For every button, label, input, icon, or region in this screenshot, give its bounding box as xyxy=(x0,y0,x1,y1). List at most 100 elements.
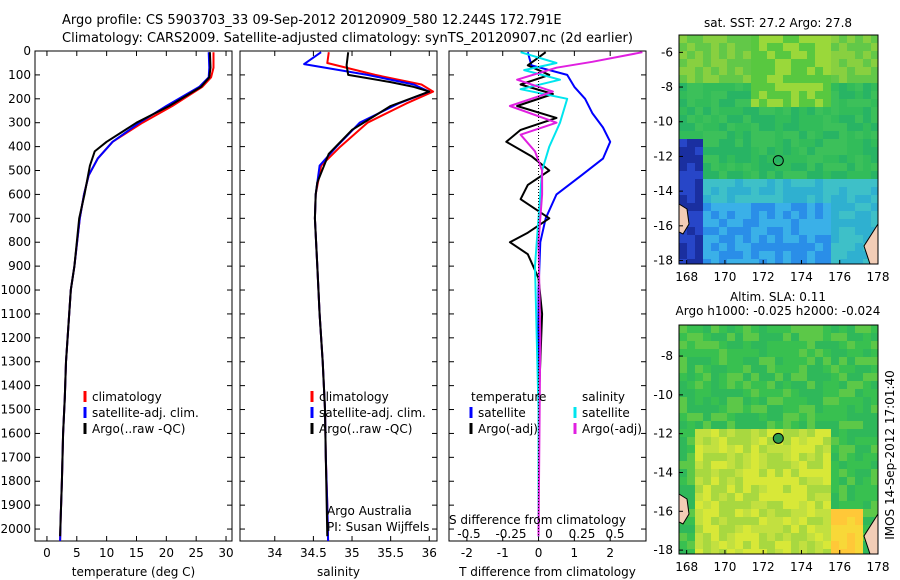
sla-map-cell xyxy=(855,389,863,397)
sla-map-cell xyxy=(743,517,751,525)
sst-map-cell xyxy=(815,115,823,123)
sst-map-cell xyxy=(735,51,743,59)
sst-map-cell xyxy=(727,59,735,67)
sst-map-cell xyxy=(735,43,743,51)
sla-map-cell xyxy=(823,533,831,541)
sst-map-cell xyxy=(727,43,735,51)
sst-map-cell xyxy=(783,99,791,107)
sla-map-cell xyxy=(839,445,847,453)
sla-map-cell xyxy=(719,381,727,389)
sst-map-ytick-label: -10 xyxy=(653,115,673,129)
sla-map-cell xyxy=(823,501,831,509)
sla-map-xtick-label: 170 xyxy=(713,560,736,574)
sst-map-cell xyxy=(815,219,823,227)
sla-map-cell xyxy=(855,381,863,389)
sla-map-cell xyxy=(775,325,783,333)
sla-map-cell xyxy=(855,405,863,413)
sla-map-cell xyxy=(767,373,775,381)
sla-map-cell xyxy=(735,429,743,437)
sst-map-cell xyxy=(839,123,847,131)
sla-map-cell xyxy=(815,341,823,349)
sst-map-cell xyxy=(735,75,743,83)
sla-map-cell xyxy=(751,477,759,485)
sst-map-cell xyxy=(687,115,695,123)
sla-map-cell xyxy=(735,405,743,413)
sla-map-cell xyxy=(855,437,863,445)
sla-map-cell xyxy=(751,541,759,549)
sst-map-cell xyxy=(687,59,695,67)
sla-map-cell xyxy=(863,397,871,405)
sst-map-cell xyxy=(855,83,863,91)
sst-map-cell xyxy=(839,139,847,147)
sst-map-cell xyxy=(775,147,783,155)
sst-map-cell xyxy=(759,123,767,131)
sla-map-ytick-label: -8 xyxy=(661,349,673,363)
sst-map-cell xyxy=(775,115,783,123)
sla-map-cell xyxy=(727,541,735,549)
sla-map-cell xyxy=(703,461,711,469)
sst-map-cell xyxy=(743,187,751,195)
sst-map-cell xyxy=(711,43,719,51)
sst-map-cell xyxy=(743,195,751,203)
sla-map-cell xyxy=(767,517,775,525)
sst-map-cell xyxy=(743,67,751,75)
sst-map-cell xyxy=(855,115,863,123)
sla-map-cell xyxy=(783,421,791,429)
sla-map-cell xyxy=(679,477,687,485)
sst-map-cell xyxy=(855,43,863,51)
sla-map-cell xyxy=(711,509,719,517)
sst-map-cell xyxy=(847,227,855,235)
sst-map-cell xyxy=(759,107,767,115)
sla-map-cell xyxy=(719,325,727,333)
sla-map-cell xyxy=(847,469,855,477)
sla-map-cell xyxy=(719,509,727,517)
sla-map-cell xyxy=(695,325,703,333)
sla-map-cell xyxy=(759,493,767,501)
sla-map-cell xyxy=(839,413,847,421)
sla-map-cell xyxy=(743,485,751,493)
sla-map-cell xyxy=(815,381,823,389)
sst-map-cell xyxy=(743,243,751,251)
sla-map-cell xyxy=(679,341,687,349)
sst-map-cell xyxy=(743,251,751,259)
sla-map-cell xyxy=(847,357,855,365)
sst-map-cell xyxy=(871,83,878,91)
sla-map-cell xyxy=(743,381,751,389)
sla-map-cell xyxy=(703,389,711,397)
sla-map-cell xyxy=(847,333,855,341)
sla-map-cell xyxy=(863,389,871,397)
sst-map-cell xyxy=(751,51,759,59)
difference-top-tick-label: 0.5 xyxy=(605,527,624,541)
sla-map-cell xyxy=(727,453,735,461)
sla-map-cell xyxy=(695,477,703,485)
sst-map-cell xyxy=(735,59,743,67)
sst-map-cell xyxy=(871,179,878,187)
sst-map-cell xyxy=(871,99,878,107)
sla-map-cell xyxy=(703,493,711,501)
sla-map-cell xyxy=(863,549,871,554)
sst-map-cell xyxy=(695,139,703,147)
sla-map-cell xyxy=(727,421,735,429)
sst-map-cell xyxy=(767,43,775,51)
difference-top-tick-label: -0.25 xyxy=(495,527,526,541)
sla-map-cell xyxy=(791,485,799,493)
depth-tick-label: 1700 xyxy=(0,450,31,464)
sst-map-cell xyxy=(839,179,847,187)
sst-map-cell xyxy=(735,131,743,139)
sla-map-cell xyxy=(703,357,711,365)
sst-map-cell xyxy=(863,259,871,264)
sla-map-cell xyxy=(839,485,847,493)
sst-map-cell xyxy=(735,203,743,211)
sla-map-cell xyxy=(743,525,751,533)
sla-map-cell xyxy=(831,437,839,445)
sla-map-cell xyxy=(759,413,767,421)
sst-map-cell xyxy=(679,147,687,155)
sst-map-cell xyxy=(735,251,743,259)
sst-map-cell xyxy=(759,131,767,139)
sst-map-cell xyxy=(863,171,871,179)
sst-map-cell xyxy=(751,115,759,123)
sla-map-cell xyxy=(831,325,839,333)
sla-map-cell xyxy=(767,357,775,365)
sst-map-cell xyxy=(719,51,727,59)
sst-map-cell xyxy=(847,147,855,155)
